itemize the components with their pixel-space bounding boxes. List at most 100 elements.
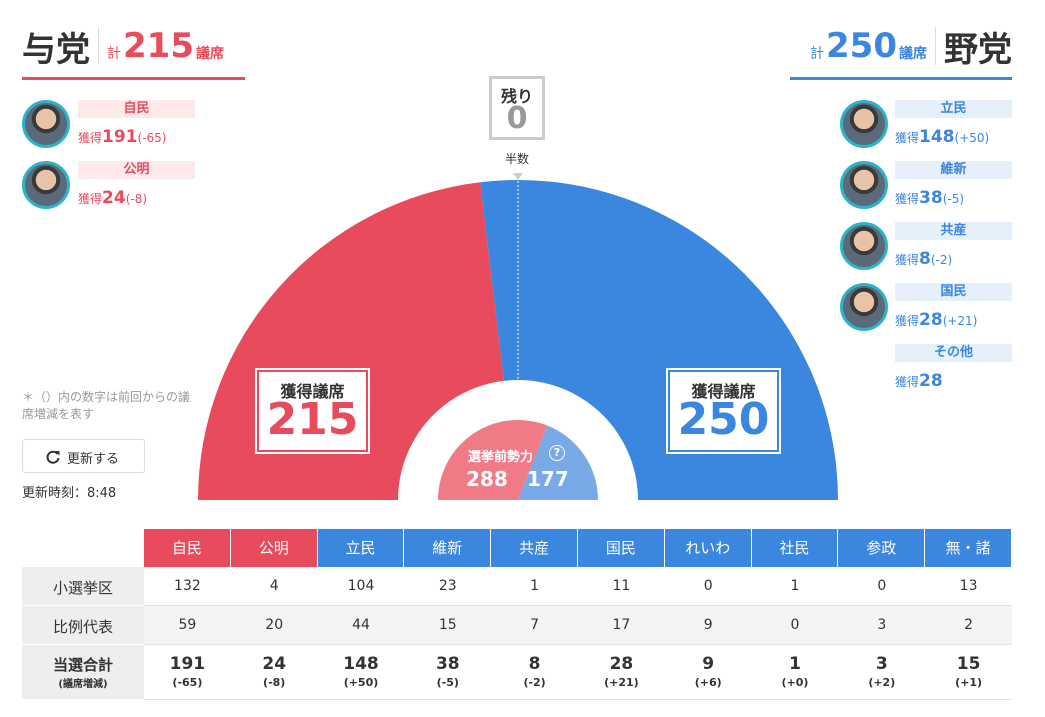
- column-header: 維新: [404, 529, 492, 567]
- pre-ruling-arc: [438, 420, 548, 500]
- avatar: [22, 100, 70, 148]
- column-header: 国民: [578, 529, 665, 567]
- seat-box: 獲得議席 250: [666, 368, 781, 454]
- avatar: [840, 222, 888, 270]
- seats-label: 獲得: [895, 131, 920, 145]
- seats: 38: [919, 188, 943, 208]
- seats-label: 獲得: [895, 375, 920, 389]
- cell-value: 4: [269, 578, 279, 594]
- cell: 9: [664, 606, 752, 645]
- pre-ruling-value: 288: [466, 467, 508, 491]
- pre-opposition-arc: [518, 425, 598, 500]
- refresh-icon: [46, 450, 60, 464]
- pre-election-label: 選挙前勢力: [468, 450, 534, 465]
- cell-change: (+6): [694, 676, 722, 689]
- cell-value: 0: [790, 617, 800, 633]
- cell-change: (+1): [955, 676, 983, 689]
- separator: [98, 27, 99, 65]
- bloc-title: 野党: [944, 29, 1012, 70]
- seat-change: (+21): [942, 314, 978, 328]
- party-seats: 獲得38(-5): [895, 187, 964, 210]
- party-seats: 獲得24(-8): [78, 187, 147, 210]
- cell-value: 20: [265, 617, 284, 633]
- cell-value: 148: [343, 654, 379, 674]
- header: 与党 計 215 議席: [22, 22, 245, 80]
- seat-box-value: 250: [677, 394, 770, 445]
- cell: 0: [664, 567, 752, 606]
- cell: 8 (-2): [491, 645, 578, 700]
- cell: 44: [317, 606, 405, 645]
- cell: 38 (-5): [404, 645, 492, 700]
- party-seats: 獲得28: [895, 370, 943, 393]
- seat-change: (-65): [137, 131, 167, 145]
- cell: 2: [925, 606, 1012, 645]
- refresh-button[interactable]: 更新する: [22, 439, 145, 473]
- column-header: 立民: [317, 529, 405, 567]
- seats-label: 獲得: [895, 253, 920, 267]
- separator: [935, 27, 936, 65]
- cell-value: 3: [877, 617, 887, 633]
- total-seats: 250: [826, 26, 897, 66]
- updated-time: 更新時刻：8:48: [22, 486, 117, 501]
- row-label-text: 比例代表: [52, 618, 113, 636]
- cell-change: (+50): [343, 676, 379, 689]
- seat-change: (-2): [930, 253, 953, 267]
- refresh-label: 更新する: [67, 452, 120, 467]
- cell-value: 1: [790, 578, 800, 594]
- cell-value: 38: [435, 654, 460, 674]
- cell-value: 104: [347, 578, 375, 594]
- column-header: 社民: [751, 529, 839, 567]
- cell-value: 11: [612, 578, 631, 594]
- cell-value: 8: [528, 654, 541, 674]
- row-label: 当選合計 (議席増減): [22, 645, 144, 700]
- majority-label: 半数: [504, 152, 529, 166]
- party-name: 公明: [78, 161, 195, 179]
- bloc-title: 与党: [22, 29, 90, 70]
- cell-value: 7: [530, 617, 540, 633]
- cell: 17: [578, 606, 665, 645]
- row-label-text: 小選挙区: [52, 579, 113, 597]
- seat-change: (-8): [125, 192, 148, 206]
- cell-value: 3: [875, 654, 888, 674]
- total-seats: 215: [123, 26, 194, 66]
- cell-value: 132: [174, 578, 201, 594]
- party-name: 立民: [895, 100, 1012, 118]
- cell: 104: [317, 567, 405, 606]
- cell-value: 191: [169, 654, 206, 674]
- cell-value: 59: [178, 617, 197, 633]
- cell-change: (+0): [781, 676, 809, 689]
- seats: 28: [919, 371, 943, 391]
- cell-value: 2: [964, 617, 974, 633]
- pre-opposition-value: 177: [527, 467, 569, 491]
- party-seats: 獲得148(+50): [895, 126, 989, 149]
- party-name: 自民: [78, 100, 195, 118]
- column-header: れいわ: [664, 529, 752, 567]
- cell: 59: [144, 606, 231, 645]
- cell-value: 44: [352, 617, 370, 633]
- seat-box-label: 獲得議席: [280, 382, 345, 401]
- party-name: その他: [895, 344, 1012, 362]
- column-header: 自民: [144, 529, 231, 567]
- party-name: 国民: [895, 283, 1012, 301]
- cell-value: 23: [438, 578, 457, 594]
- seats-label: 獲得: [78, 192, 103, 206]
- column-header: 参政: [838, 529, 926, 567]
- cell: 191 (-65): [144, 645, 231, 700]
- cell-value: 15: [438, 617, 457, 633]
- cell: 28 (+21): [578, 645, 665, 700]
- seat-box-value: 215: [266, 394, 359, 445]
- cell-change: (-65): [172, 676, 203, 689]
- remaining-label: 残り: [500, 87, 533, 106]
- cell: 9 (+6): [664, 645, 752, 700]
- seats: 24: [102, 188, 126, 208]
- seats: 148: [919, 127, 955, 147]
- cell: 132: [144, 567, 231, 606]
- cell: 0: [838, 567, 926, 606]
- avatar: [840, 100, 888, 148]
- seat-change: (-5): [942, 192, 965, 206]
- total-prefix: 計: [810, 46, 825, 62]
- seat-box-label: 獲得議席: [691, 382, 756, 401]
- cell-value: 1: [789, 654, 801, 674]
- cell: 20: [230, 606, 318, 645]
- cell: 3: [838, 606, 926, 645]
